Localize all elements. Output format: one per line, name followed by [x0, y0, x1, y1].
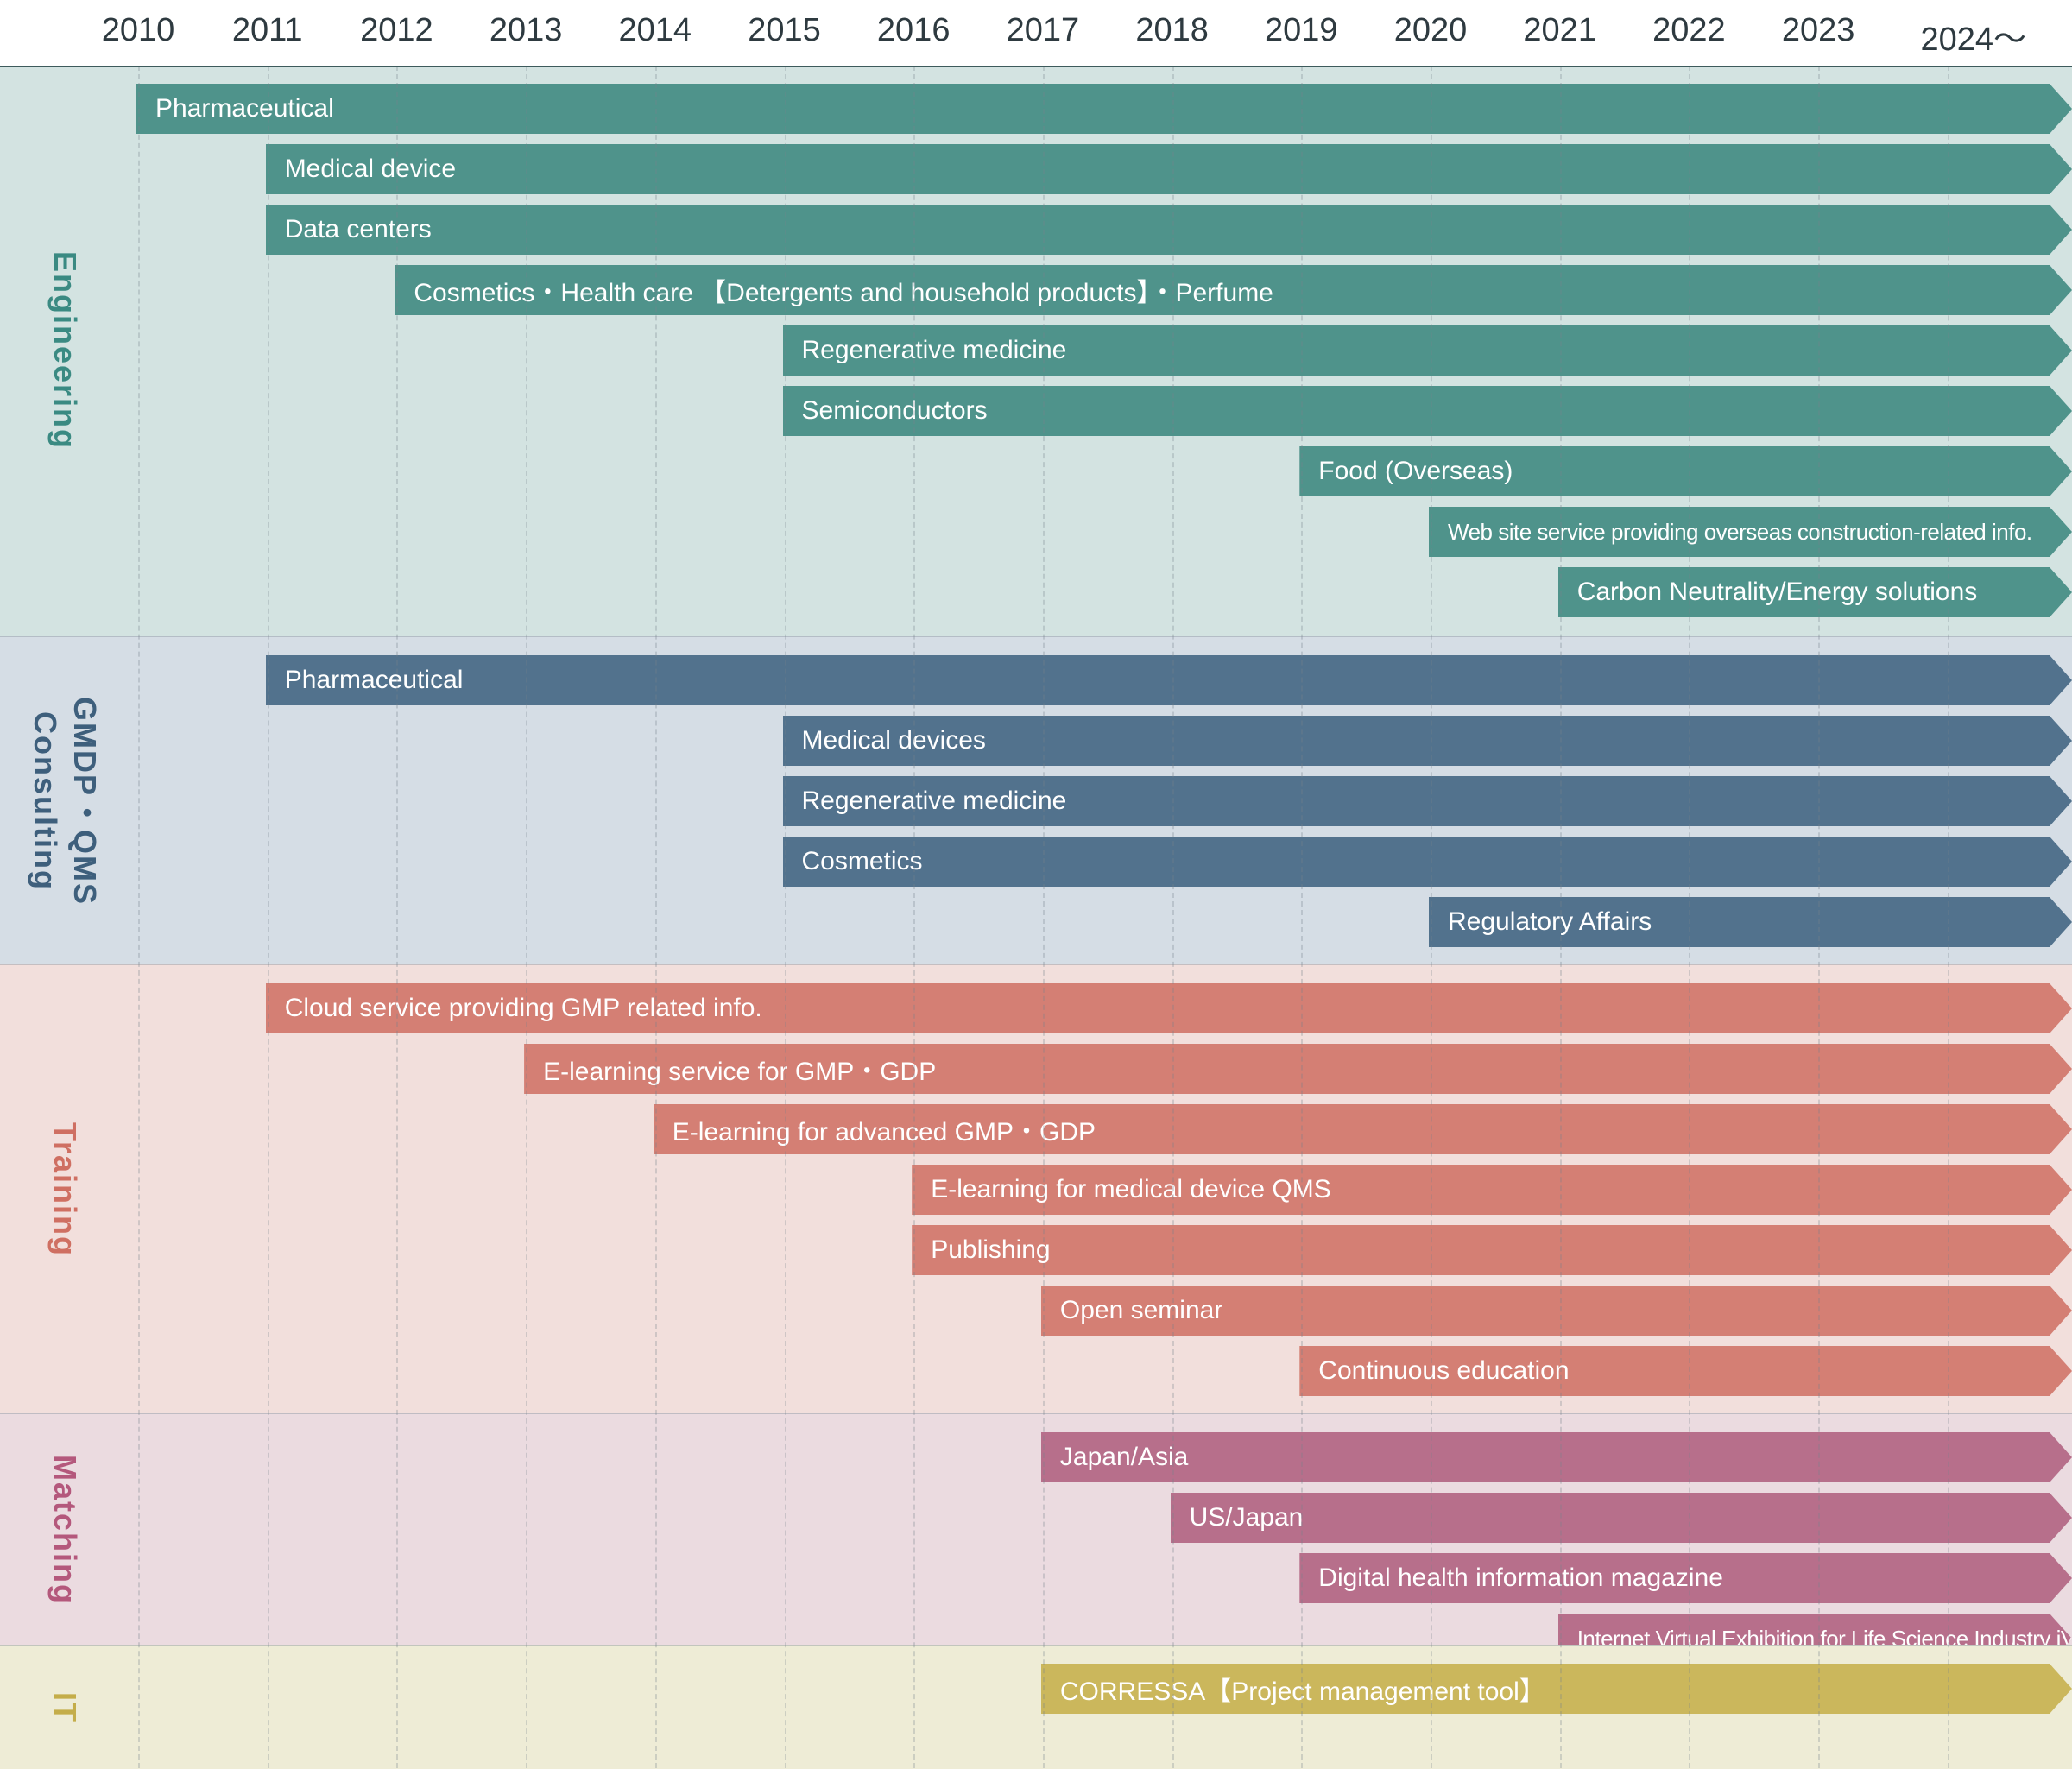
year-label: 2019	[1265, 12, 1338, 49]
timeline-bar: Japan/Asia	[1041, 1432, 2072, 1482]
timeline-bar: Carbon Neutrality/Energy solutions	[1558, 567, 2072, 617]
timeline-bar: Semiconductors	[783, 386, 2072, 436]
section-label-text: Matching	[45, 1455, 85, 1605]
timeline-bar-label: Medical device	[266, 155, 456, 184]
year-label: 2023	[1782, 12, 1855, 49]
timeline-bar-label: Regenerative medicine	[783, 336, 1067, 365]
timeline-bar: Open seminar	[1041, 1286, 2072, 1336]
timeline-bar: CORRESSA【Project management tool】	[1041, 1664, 2072, 1714]
timeline-bar: Web site service providing overseas cons…	[1429, 507, 2072, 557]
timeline-bar-label: Medical devices	[783, 726, 986, 755]
timeline-bar: Cosmetics・Health care 【Detergents and ho…	[395, 265, 2072, 315]
timeline-bar: Data centers	[266, 205, 2072, 255]
timeline-bar: Food (Overseas)	[1299, 446, 2072, 496]
timeline-bar-label: E-learning service for GMP・GDP	[524, 1050, 936, 1088]
year-label: 2016	[877, 12, 951, 49]
timeline-bar-label: Publishing	[912, 1235, 1050, 1265]
year-label: 2024〜	[1921, 12, 2027, 60]
section-engineering: Engineering Pharmaceutical Medical device D…	[0, 66, 2072, 636]
timeline-bar-label: US/Japan	[1171, 1503, 1304, 1532]
timeline-bar: Continuous education	[1299, 1346, 2072, 1396]
timeline-bar-label: Cloud service providing GMP related info…	[266, 994, 762, 1023]
timeline-bar: Regulatory Affairs	[1429, 897, 2072, 947]
timeline-bar-label: E-learning for medical device QMS	[912, 1175, 1331, 1204]
section-label: Matching	[0, 1414, 130, 1646]
section-label-text: Engineering	[45, 251, 85, 450]
year-label: 2012	[360, 12, 433, 49]
timeline-bar-label: Pharmaceutical	[136, 94, 334, 123]
timeline-bar: Cloud service providing GMP related info…	[266, 983, 2072, 1033]
timeline-bar: Digital health information magazine	[1299, 1553, 2072, 1603]
year-label: 2010	[102, 12, 175, 49]
timeline-bar-label: CORRESSA【Project management tool】	[1041, 1670, 1545, 1708]
year-label: 2015	[748, 12, 821, 49]
timeline-bar: Cosmetics	[783, 837, 2072, 887]
section-label: Engineering	[0, 66, 130, 636]
year-label: 2020	[1394, 12, 1468, 49]
section-training: Training Cloud service providing GMP rela…	[0, 964, 2072, 1414]
timeline-bar-label: Regulatory Affairs	[1429, 907, 1652, 937]
timeline-bar: E-learning service for GMP・GDP	[524, 1044, 2072, 1094]
timeline-bar-label: Regenerative medicine	[783, 787, 1067, 816]
timeline-bar-label: Food (Overseas)	[1299, 457, 1513, 486]
year-label: 2021	[1523, 12, 1596, 49]
year-label: 2018	[1135, 12, 1209, 49]
year-header: 2010 2011 2012 2013 2014 2015 2016 2017 2018 2019…	[0, 0, 2072, 67]
timeline-bar-label: Data centers	[266, 215, 432, 244]
year-label: 2011	[232, 12, 303, 49]
section-gmdp-qms-consulting: GMDP・QMS Consulting Pharmaceutical Medical…	[0, 636, 2072, 965]
timeline-bar: Medical device	[266, 144, 2072, 194]
section-label: Training	[0, 965, 130, 1414]
timeline-bar-label: Semiconductors	[783, 396, 988, 426]
timeline-bar: Pharmaceutical	[136, 84, 2072, 134]
section-label-text: Training	[45, 1122, 85, 1257]
timeline-bar-label: Cosmetics	[783, 847, 923, 876]
section-it: IT CORRESSA【Project management tool】	[0, 1645, 2072, 1769]
timeline-bar: Medical devices	[783, 716, 2072, 766]
timeline-bar: Pharmaceutical	[266, 655, 2072, 705]
year-label: 2017	[1007, 12, 1080, 49]
year-label: 2013	[490, 12, 563, 49]
timeline-bar-label: Carbon Neutrality/Energy solutions	[1558, 578, 1978, 607]
timeline-bar: E-learning for advanced GMP・GDP	[654, 1104, 2072, 1154]
timeline-bar-label: Open seminar	[1041, 1296, 1222, 1325]
timeline-bar: Regenerative medicine	[783, 325, 2072, 376]
year-label: 2022	[1652, 12, 1726, 49]
timeline-bar: Regenerative medicine	[783, 776, 2072, 826]
timeline-bar-label: Japan/Asia	[1041, 1443, 1188, 1472]
timeline-bar-label: Pharmaceutical	[266, 666, 464, 695]
timeline-bar-label: Digital health information magazine	[1299, 1564, 1723, 1593]
section-label-text: GMDP・QMS Consulting	[25, 697, 104, 906]
timeline-bar: E-learning for medical device QMS	[912, 1165, 2072, 1215]
year-label: 2014	[619, 12, 692, 49]
section-label: IT	[0, 1646, 130, 1769]
timeline-bar-label: E-learning for advanced GMP・GDP	[654, 1110, 1096, 1148]
timeline-bar-label: Web site service providing overseas cons…	[1429, 519, 2032, 546]
timeline-bar: Publishing	[912, 1225, 2072, 1275]
section-matching: Matching Japan/Asia US/Japan Digital health…	[0, 1413, 2072, 1646]
section-label: GMDP・QMS Consulting	[0, 637, 130, 965]
section-label-text: IT	[45, 1692, 85, 1723]
timeline-bar-label: Continuous education	[1299, 1356, 1569, 1386]
timeline-bar: US/Japan	[1171, 1493, 2072, 1543]
timeline-bar-label: Cosmetics・Health care 【Detergents and ho…	[395, 271, 1273, 309]
